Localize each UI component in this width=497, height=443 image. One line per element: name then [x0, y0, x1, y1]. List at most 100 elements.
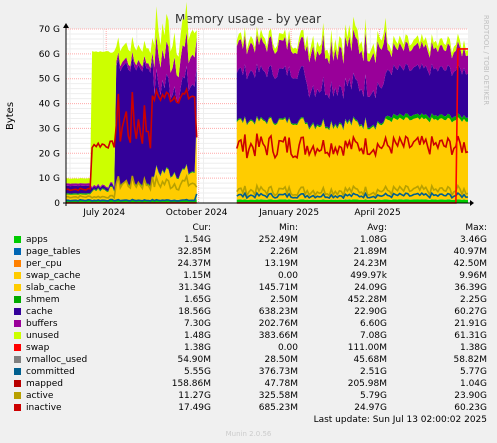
legend-max-value: 58.82M	[453, 355, 487, 365]
legend-row-mapped: mapped 158.86M 47.78M 205.98M 1.04G	[12, 378, 487, 390]
legend-row-active: active 11.27G 325.58M 5.79G 23.90G	[12, 390, 487, 402]
legend-min-value: 638.23M	[258, 307, 298, 317]
legend-max-value: 60.27G	[454, 307, 487, 317]
legend-avg-value: 6.60G	[359, 319, 387, 329]
legend-row-cache: cache 18.56G 638.23M 22.90G 60.27G	[12, 306, 487, 318]
chart-title: Memory usage - by year	[175, 12, 321, 26]
y-tick-label: 40 G	[39, 100, 60, 110]
y-tick-label: 0	[54, 199, 60, 209]
legend-max-value: 5.77G	[459, 367, 487, 377]
legend-avg-value: 45.68M	[353, 355, 387, 365]
legend-swatch	[14, 344, 21, 351]
legend-row-buffers: buffers 7.30G 202.76M 6.60G 21.91G	[12, 318, 487, 330]
area-slab_cache	[66, 118, 197, 200]
legend-cur-value: 1.65G	[183, 295, 211, 305]
legend-cur-value: 1.15M	[183, 271, 211, 281]
legend-swatch	[14, 332, 21, 339]
y-ticks: 0 10 G 20 G 30 G 40 G 50 G 60 G 70 G	[39, 25, 61, 209]
legend-max-value: 61.31G	[454, 331, 487, 341]
legend-avg-value: 24.97G	[354, 403, 387, 413]
area-slab_cache	[236, 117, 468, 200]
area-shmem	[236, 113, 468, 131]
legend-row-committed: committed 5.55G 376.73M 2.51G 5.77G	[12, 366, 487, 378]
legend-avg-value: 5.79G	[359, 391, 387, 401]
area-apps	[236, 199, 468, 203]
col-max: Max:	[465, 223, 487, 233]
legend-cur-value: 18.56G	[178, 307, 211, 317]
legend: Cur: Min: Avg: Max: apps 1.54G 252.49M 1.08…	[12, 222, 487, 414]
legend-min-value: 13.19M	[264, 259, 298, 269]
legend-min-value: 383.66M	[258, 331, 298, 341]
legend-avg-value: 24.23M	[353, 259, 387, 269]
legend-series-name: cache	[26, 307, 53, 317]
legend-series-name: mapped	[26, 379, 63, 389]
legend-max-value: 21.91G	[454, 319, 487, 329]
legend-series-name: active	[26, 391, 54, 401]
legend-max-value: 3.46G	[459, 235, 487, 245]
legend-row-vmalloc_used: vmalloc_used 54.90M 28.50M 45.68M 58.82M	[12, 354, 487, 366]
line-active	[65, 173, 198, 200]
munin-version: Munin 2.0.56	[225, 430, 272, 438]
col-min: Min:	[278, 223, 298, 233]
line-committed	[65, 193, 198, 202]
y-axis-arrow	[63, 23, 69, 28]
legend-swatch	[14, 308, 21, 315]
legend-swatch	[14, 260, 21, 267]
area-buffers	[66, 31, 197, 189]
legend-series-name: swap_cache	[26, 271, 81, 281]
legend-cur-value: 11.27G	[178, 391, 211, 401]
legend-min-value: 685.23M	[258, 403, 298, 413]
legend-avg-value: 21.89M	[353, 247, 387, 257]
legend-min-value: 47.78M	[264, 379, 298, 389]
legend-cur-value: 1.54G	[183, 235, 211, 245]
legend-row-slab_cache: slab_cache 31.34G 145.71M 24.09G 36.39G	[12, 282, 487, 294]
area-buffers	[236, 28, 468, 99]
col-avg: Avg:	[367, 223, 387, 233]
legend-row-page_tables: page_tables 32.85M 2.26M 21.89M 40.97M	[12, 246, 487, 258]
legend-swatch	[14, 356, 21, 363]
x-tick-label: January 2025	[258, 208, 319, 218]
legend-cur-value: 7.30G	[183, 319, 211, 329]
legend-row-swap: swap 1.38G 0.00 111.00M 1.38G	[12, 342, 487, 354]
legend-swatch	[14, 320, 21, 327]
legend-series-name: inactive	[26, 403, 62, 413]
y-tick-label: 70 G	[39, 25, 60, 35]
legend-max-value: 60.23G	[454, 403, 487, 413]
legend-series-name: per_cpu	[26, 259, 62, 269]
area-cache	[236, 63, 468, 129]
legend-series-name: swap	[26, 343, 50, 353]
legend-max-value: 1.04G	[459, 379, 487, 389]
legend-min-value: 0.00	[277, 271, 298, 281]
legend-avg-value: 7.08G	[359, 331, 387, 341]
legend-rows: apps 1.54G 252.49M 1.08G 3.46G page_tables 32.…	[12, 234, 487, 414]
legend-cur-value: 54.90M	[177, 355, 211, 365]
legend-row-inactive: inactive 17.49G 685.23M 24.97G 60.23G	[12, 402, 487, 414]
legend-max-value: 36.39G	[454, 283, 487, 293]
legend-avg-value: 452.28M	[347, 295, 387, 305]
legend-min-value: 376.73M	[258, 367, 298, 377]
legend-min-value: 0.00	[277, 343, 298, 353]
legend-swatch	[14, 404, 21, 411]
legend-cur-value: 1.48G	[183, 331, 211, 341]
legend-avg-value: 205.98M	[347, 379, 387, 389]
legend-avg-value: 499.97k	[350, 271, 387, 281]
legend-max-value: 23.90G	[454, 391, 487, 401]
rrdtool-side-label: RRDTOOL / TOBI OETIKER	[482, 15, 490, 105]
memory-chart: Memory usage - by year Bytes RRDTOOL / T…	[5, 2, 490, 218]
legend-max-value: 9.96M	[459, 271, 487, 281]
legend-max-value: 2.25G	[459, 295, 487, 305]
area-unused	[236, 16, 468, 65]
last-update: Last update: Sun Jul 13 02:00:02 2025	[313, 415, 487, 425]
legend-avg-value: 111.00M	[347, 343, 387, 353]
legend-swatch	[14, 296, 21, 303]
legend-series-name: shmem	[26, 295, 60, 305]
legend-min-value: 325.58M	[258, 391, 298, 401]
x-ticks: July 2024 October 2024 January 2025 April 2…	[82, 208, 401, 218]
legend-series-name: committed	[26, 367, 75, 377]
legend-series-name: unused	[26, 331, 60, 341]
x-tick-label: July 2024	[82, 208, 125, 218]
legend-cur-value: 24.37M	[177, 259, 211, 269]
y-tick-label: 20 G	[39, 149, 60, 159]
legend-series-name: page_tables	[26, 247, 81, 257]
y-tick-label: 50 G	[39, 75, 60, 85]
